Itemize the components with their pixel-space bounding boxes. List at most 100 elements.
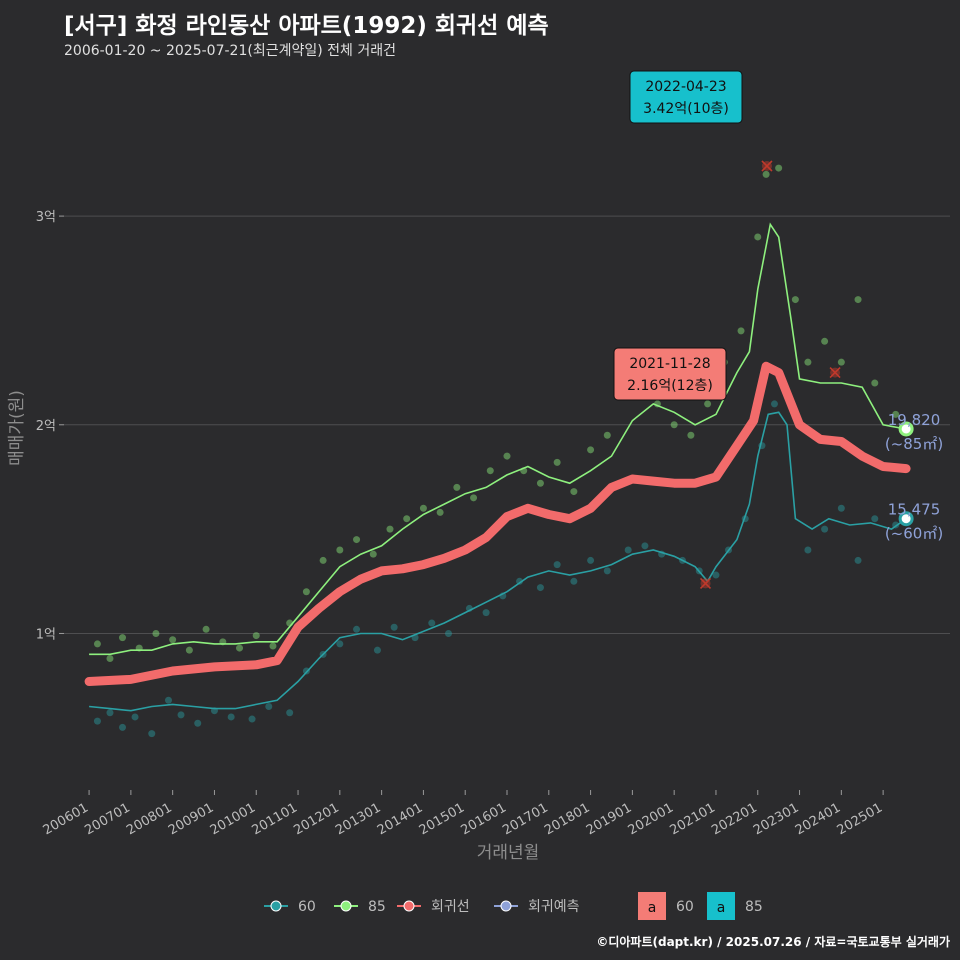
legend-label-glyph: a bbox=[717, 900, 726, 916]
scatter-point-85 bbox=[106, 655, 114, 663]
scatter-point-85 bbox=[436, 508, 444, 516]
scatter-point-60 bbox=[227, 713, 235, 721]
legend-label-key bbox=[707, 892, 735, 920]
x-tick-label: 200701 bbox=[82, 800, 132, 838]
scatter-point-85 bbox=[486, 467, 494, 475]
legend-label-key-text: 85 bbox=[745, 899, 763, 915]
scatter-point-85 bbox=[470, 494, 478, 502]
scatter-point-85 bbox=[169, 636, 177, 644]
chart-subtitle: 2006-01-20 ~ 2025-07-21(최근계약일) 전체 거래건 bbox=[64, 43, 396, 59]
scatter-point-85 bbox=[386, 525, 394, 533]
scatter-point-85 bbox=[252, 632, 260, 640]
y-tick-label: 3억 bbox=[36, 210, 56, 225]
scatter-point-85 bbox=[704, 400, 712, 408]
x-tick-label: 201201 bbox=[291, 800, 341, 838]
scatter-point-85 bbox=[536, 479, 544, 487]
scatter-point-60 bbox=[93, 717, 101, 725]
scatter-point-60 bbox=[770, 400, 778, 408]
scatter-point-85 bbox=[775, 164, 783, 172]
scatter-point-85 bbox=[503, 452, 511, 460]
scatter-point-60 bbox=[248, 715, 256, 723]
scatter-point-85 bbox=[236, 644, 244, 652]
scatter-point-85 bbox=[453, 483, 461, 491]
scatter-point-85 bbox=[603, 431, 611, 439]
scatter-point-85 bbox=[687, 431, 695, 439]
scatter-point-60 bbox=[265, 703, 273, 711]
scatter-point-85 bbox=[202, 625, 210, 633]
legend-key-dot bbox=[403, 900, 415, 912]
scatter-point-60 bbox=[871, 515, 879, 523]
scatter-point-85 bbox=[854, 296, 862, 304]
scatter-point-60 bbox=[570, 577, 578, 585]
outlier-x bbox=[761, 160, 773, 172]
legend-label: 85 bbox=[368, 899, 386, 915]
x-tick-label: 201601 bbox=[459, 800, 509, 838]
scatter-point-85 bbox=[791, 296, 799, 304]
y-tick-label: 2억 bbox=[36, 419, 56, 434]
y-tick-label: 1억 bbox=[36, 627, 56, 642]
x-tick-label: 202101 bbox=[667, 800, 717, 838]
outlier-x bbox=[829, 367, 841, 379]
x-tick-label: 202201 bbox=[709, 800, 759, 838]
legend-key-dot bbox=[270, 900, 282, 912]
scatter-point-85 bbox=[754, 233, 762, 241]
scatter-point-85 bbox=[119, 634, 127, 642]
x-tick-label: 201101 bbox=[250, 800, 300, 838]
x-tick-label: 202401 bbox=[793, 800, 843, 838]
scatter-point-60 bbox=[119, 723, 127, 731]
callout-box bbox=[613, 347, 727, 401]
callout-price: 2.16억(12층) bbox=[627, 378, 713, 394]
scatter-point-60 bbox=[482, 609, 490, 617]
scatter-point-60 bbox=[821, 525, 829, 533]
x-tick-label: 201401 bbox=[375, 800, 425, 838]
scatter-point-60 bbox=[804, 546, 812, 554]
scatter-point-85 bbox=[837, 358, 845, 366]
x-tick-label: 201701 bbox=[500, 800, 550, 838]
x-tick-label: 201501 bbox=[417, 800, 467, 838]
end-label-area: (~60㎡) bbox=[885, 525, 943, 543]
end-label-value: 19,820 bbox=[888, 411, 941, 429]
legend-label-glyph: a bbox=[648, 900, 657, 916]
scatter-point-60 bbox=[553, 561, 561, 569]
scatter-point-85 bbox=[93, 640, 101, 648]
x-tick-label: 200601 bbox=[41, 800, 91, 838]
scatter-point-85 bbox=[821, 337, 829, 345]
scatter-point-60 bbox=[536, 584, 544, 592]
x-tick-label: 201001 bbox=[208, 800, 258, 838]
callout-date: 2022-04-23 bbox=[645, 79, 726, 95]
scatter-points bbox=[93, 164, 900, 738]
scatter-point-60 bbox=[603, 567, 611, 575]
scatter-point-85 bbox=[152, 629, 160, 637]
scatter-point-60 bbox=[712, 571, 720, 579]
callout-date: 2021-11-28 bbox=[629, 356, 710, 372]
y-axis-ticks: 1억 2억 3억 bbox=[36, 210, 64, 642]
x-tick-label: 202001 bbox=[626, 800, 676, 838]
scatter-point-85 bbox=[553, 458, 561, 466]
scatter-point-85 bbox=[302, 588, 310, 596]
x-tick-label: 202501 bbox=[835, 800, 885, 838]
outlier-markers bbox=[699, 160, 841, 589]
scatter-point-85 bbox=[587, 446, 595, 454]
legend-label: 회귀예측 bbox=[528, 899, 580, 915]
scatter-point-85 bbox=[353, 536, 361, 544]
scatter-point-85 bbox=[319, 556, 327, 564]
scatter-point-85 bbox=[269, 642, 277, 650]
legend-label-key-text: 60 bbox=[676, 899, 694, 915]
callout-price: 3.42억(10층) bbox=[643, 101, 729, 117]
legend-key-dot bbox=[340, 900, 352, 912]
scatter-point-60 bbox=[854, 556, 862, 564]
regression-line bbox=[84, 361, 911, 686]
scatter-point-60 bbox=[428, 619, 436, 627]
series-lines bbox=[84, 222, 914, 712]
x-tick-label: 201301 bbox=[333, 800, 383, 838]
series-line-85 bbox=[89, 222, 907, 656]
y-axis-title: 매매가(원) bbox=[7, 390, 27, 466]
scatter-point-60 bbox=[516, 577, 524, 585]
scatter-point-85 bbox=[419, 504, 427, 512]
series-line-60 bbox=[89, 411, 907, 712]
scatter-point-60 bbox=[390, 623, 398, 631]
scatter-point-60 bbox=[353, 625, 361, 633]
credit-line: ©디아파트(dapt.kr) / 2025.07.26 / 자료=국토교통부 실… bbox=[596, 935, 950, 949]
scatter-point-85 bbox=[369, 550, 377, 558]
